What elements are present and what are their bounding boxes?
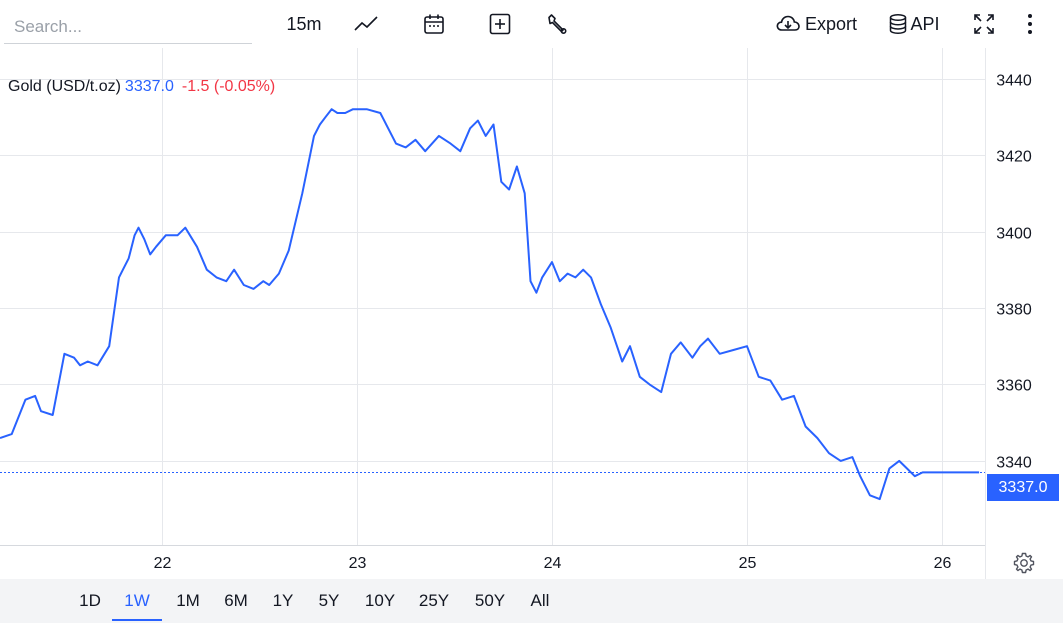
calendar-icon xyxy=(424,14,444,34)
range-50y[interactable]: 50Y xyxy=(474,591,506,610)
y-tick-label: 3440 xyxy=(996,73,1032,90)
cloud-download-icon xyxy=(776,15,800,31)
date-range-button[interactable] xyxy=(418,8,450,40)
fullscreen-icon xyxy=(974,14,994,34)
compare-button[interactable] xyxy=(484,8,516,40)
interval-label: 15m xyxy=(286,13,322,34)
range-1y[interactable]: 1Y xyxy=(272,591,294,610)
y-tick-label: 3400 xyxy=(996,226,1032,243)
legend-symbol: Gold (USD/t.oz) xyxy=(8,78,121,95)
x-tick-label: 22 xyxy=(154,555,172,572)
add-compare-icon xyxy=(489,13,511,35)
range-25y[interactable]: 25Y xyxy=(418,591,450,610)
price-axis: 3340 3360 3380 3400 3420 3440 xyxy=(996,73,1032,472)
range-10y[interactable]: 10Y xyxy=(364,591,396,610)
chart-legend: Gold (USD/t.oz) 3337.0 -1.5 (-0.05%) xyxy=(8,78,275,96)
series-line-gold xyxy=(0,108,980,501)
y-tick-label: 3380 xyxy=(996,302,1032,319)
x-tick-label: 25 xyxy=(739,555,757,572)
api-label: API xyxy=(910,13,940,34)
interval-button[interactable]: 15m xyxy=(282,8,326,40)
more-vertical-icon xyxy=(1028,14,1032,34)
x-tick-label: 26 xyxy=(934,555,952,572)
legend-price: 3337.0 xyxy=(124,78,174,95)
range-1d[interactable]: 1D xyxy=(79,591,101,610)
range-1w[interactable]: 1W xyxy=(112,579,162,623)
y-tick-label: 3360 xyxy=(996,378,1032,395)
time-axis: 22 23 24 25 26 xyxy=(154,555,952,572)
top-toolbar: 15m Export xyxy=(0,0,1063,48)
y-tick-label: 3420 xyxy=(996,149,1032,166)
range-6m[interactable]: 6M xyxy=(224,591,248,610)
gear-icon xyxy=(1013,552,1035,574)
export-label: Export xyxy=(804,13,858,34)
range-selector: 1D 1W 1M 6M 1Y 5Y 10Y 25Y 50Y All xyxy=(0,579,1063,623)
chart-type-button[interactable] xyxy=(348,8,384,40)
settings-tools-button[interactable] xyxy=(541,8,573,40)
wrench-icon xyxy=(548,14,567,34)
legend-change: -1.5 (-0.05%) xyxy=(181,78,276,95)
price-chart[interactable]: 3340 3360 3380 3400 3420 3440 22 23 24 25 26 xyxy=(0,48,1063,579)
api-button[interactable]: API xyxy=(883,8,945,40)
x-tick-label: 24 xyxy=(544,555,562,572)
chart-grid xyxy=(0,48,985,545)
last-price-badge: 3337.0 xyxy=(987,474,1059,501)
database-icon xyxy=(890,13,907,35)
x-tick-label: 23 xyxy=(349,555,367,572)
fullscreen-button[interactable] xyxy=(968,8,1000,40)
export-button[interactable]: Export xyxy=(770,8,862,40)
chart-type-line-icon xyxy=(354,16,378,31)
y-tick-label: 3340 xyxy=(996,455,1032,472)
search-input[interactable] xyxy=(4,10,252,44)
range-5y[interactable]: 5Y xyxy=(318,591,340,610)
chart-settings-button[interactable] xyxy=(1012,551,1036,575)
more-menu-button[interactable] xyxy=(1018,8,1042,40)
range-1m[interactable]: 1M xyxy=(176,591,200,610)
range-all[interactable]: All xyxy=(530,591,550,610)
